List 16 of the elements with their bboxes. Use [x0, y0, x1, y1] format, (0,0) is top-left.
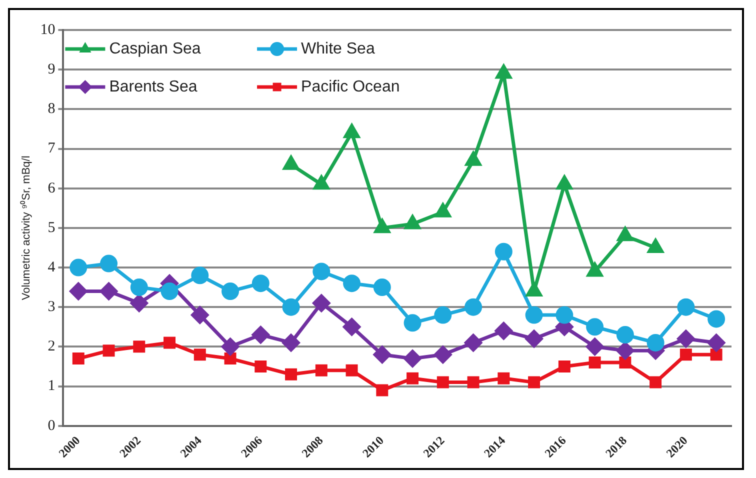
y-axis-title: Volumetric activity ⁹⁰Sr, mBq/l: [20, 156, 33, 300]
y-tick-label: 0: [48, 418, 56, 434]
y-tick-label: 7: [48, 140, 56, 157]
y-tick-label: 1: [48, 378, 56, 394]
legend-label: White Sea: [301, 40, 375, 58]
legend-label: Caspian Sea: [109, 40, 201, 58]
legend-label: Barents Sea: [109, 78, 198, 96]
y-tick-label: 9: [48, 62, 56, 78]
legend-label: Pacific Ocean: [301, 78, 400, 96]
y-tick-label: 3: [48, 299, 56, 316]
y-tick-label: 8: [48, 101, 56, 118]
y-tick-label: 2: [48, 338, 56, 355]
y-tick-label: 10: [40, 22, 56, 38]
y-tick-label: 5: [48, 220, 56, 236]
y-tick-label: 4: [48, 259, 56, 276]
y-tick-label: 6: [48, 180, 56, 196]
